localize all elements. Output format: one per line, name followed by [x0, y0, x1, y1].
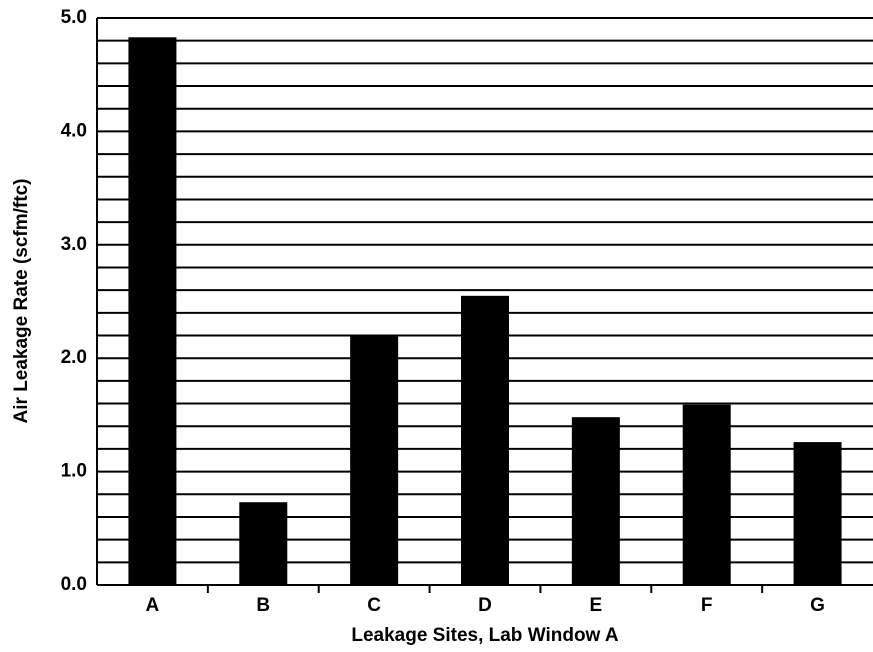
bar	[350, 335, 399, 585]
x-tick-label: D	[478, 595, 492, 616]
y-tick-label: 4.0	[61, 120, 87, 141]
x-tick-label: E	[590, 595, 603, 616]
y-axis-label: Air Leakage Rate (scfm/ftc)	[11, 179, 32, 424]
y-tick-label: 5.0	[61, 7, 87, 28]
y-tick-label: 2.0	[61, 347, 87, 368]
x-tick-label: C	[367, 595, 381, 616]
x-tick-label: F	[701, 595, 713, 616]
bar	[461, 295, 509, 585]
x-axis-label: Leakage Sites, Lab Window A	[351, 625, 619, 646]
y-tick-label: 1.0	[61, 461, 87, 482]
x-tick-label: G	[810, 595, 825, 616]
bar	[128, 37, 177, 585]
bar	[571, 417, 620, 585]
y-tick-label: 3.0	[61, 234, 87, 255]
bar	[793, 442, 842, 585]
y-tick-label: 0.0	[61, 574, 87, 595]
bar	[239, 502, 288, 585]
x-tick-label: B	[256, 595, 270, 616]
x-tick-label: A	[146, 595, 160, 616]
bar	[682, 404, 731, 585]
